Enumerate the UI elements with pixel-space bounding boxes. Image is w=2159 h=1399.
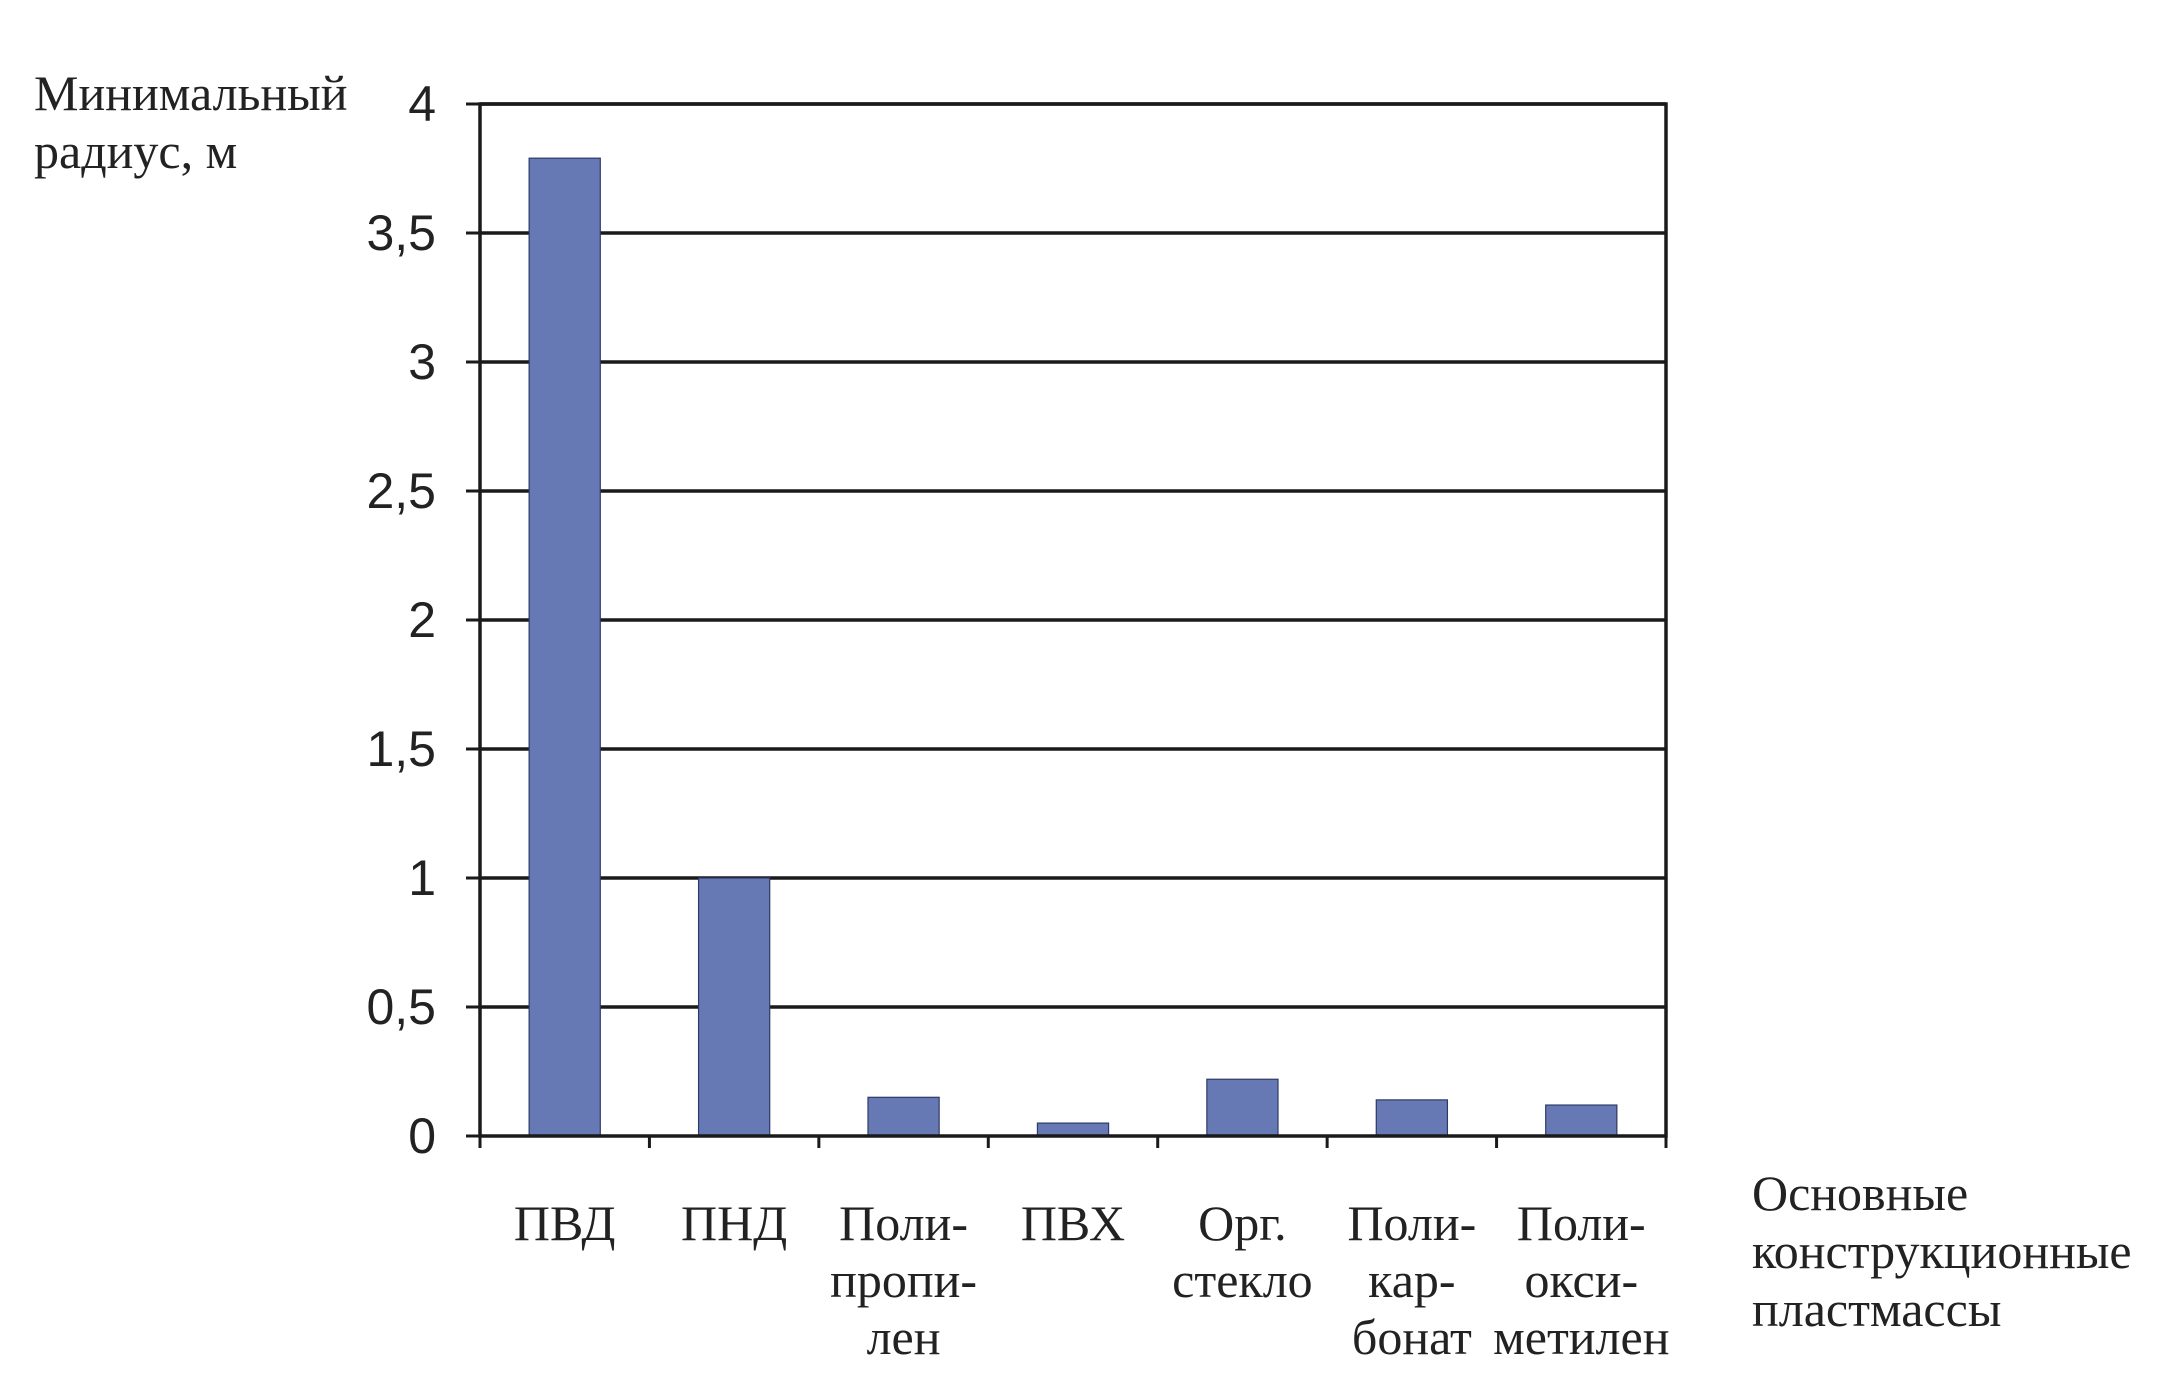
y-tick-label-6: 3: [408, 334, 436, 390]
y-tick-label-0: 0: [408, 1108, 436, 1164]
y-tick-label-8: 4: [408, 76, 436, 132]
y-tick-label-3: 1,5: [366, 721, 436, 777]
grid-lines: [480, 102, 1666, 1009]
x-tick-label-0: ПВД: [514, 1195, 616, 1251]
bar-1: [697, 877, 771, 1137]
y-tick-label-2: 1: [408, 850, 436, 906]
bar-5: [1375, 1099, 1449, 1137]
x-axis-title: Основные конструкционные пластмассы: [1752, 1165, 2132, 1337]
y-tick-label-5: 2,5: [366, 463, 436, 519]
bar-3: [1036, 1122, 1110, 1137]
bar-4: [1206, 1078, 1279, 1137]
y-tick-label-4: 2: [408, 592, 436, 648]
x-tick-labels: ПВД ПНД Поли-пропи-лен ПВХ Орг. стекло Поли-ка…: [514, 1195, 1670, 1365]
x-tick-label-4: Орг. стекло: [1172, 1195, 1312, 1308]
y-axis-title: Минимальный радиус, м: [34, 65, 348, 179]
bar-6: [1545, 1104, 1618, 1137]
axes: [466, 102, 1668, 1148]
bar-2: [867, 1096, 940, 1137]
x-tick-label-2: Поли-пропи-лен: [830, 1195, 977, 1365]
x-tick-label-3: ПВХ: [1021, 1195, 1125, 1251]
x-tick-label-5: Поли-кар-бонат: [1347, 1195, 1476, 1365]
y-tick-label-7: 3,5: [366, 205, 436, 261]
bars: [528, 157, 1618, 1137]
x-tick-label-6: Поли-окси-метилен: [1493, 1195, 1669, 1365]
y-tick-label-1: 0,5: [366, 979, 436, 1035]
bar-0: [528, 157, 601, 1137]
x-tick-label-1: ПНД: [681, 1195, 787, 1251]
y-tick-labels: 0 0,5 1 1,5 2 2,5 3 3,5 4: [366, 76, 436, 1164]
